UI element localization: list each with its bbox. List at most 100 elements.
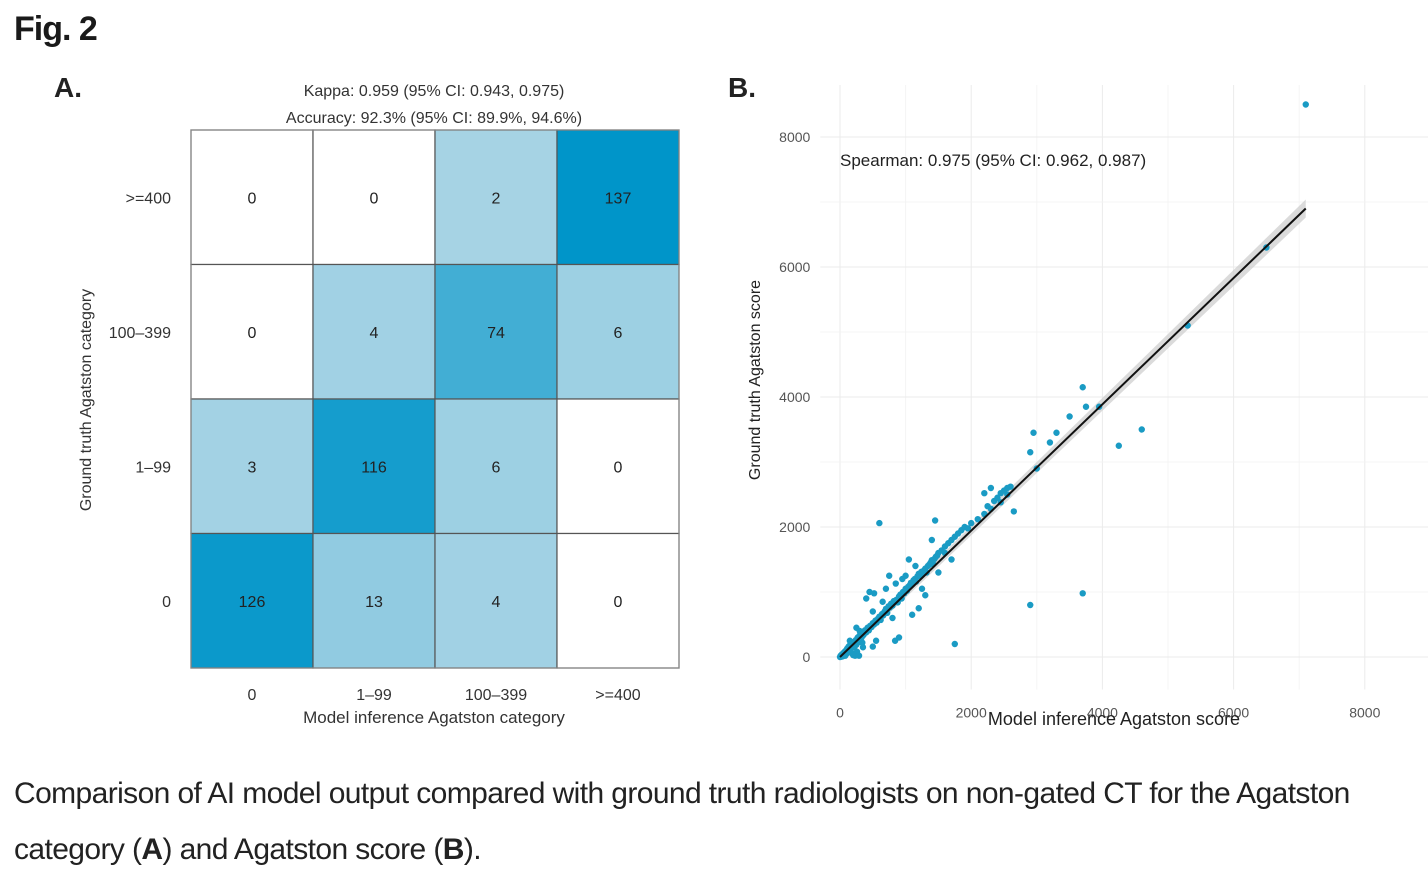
heatmap-cell [434,129,558,266]
y-tick-label: 8000 [779,129,810,145]
heatmap-cell-value: 6 [492,459,501,476]
heatmap-cell [434,398,558,535]
heatmap-cell-value: 0 [248,325,257,342]
heatmap-x-tick-label: 1–99 [356,687,392,704]
scatter-point [872,637,880,644]
heatmap-y-tick-label: >=400 [126,190,171,207]
heatmap-cell [556,263,680,400]
heatmap-cell [312,398,436,535]
scatter-point [1046,439,1054,446]
heatmap-x-tick-label: 0 [248,687,257,704]
heatmap-cell [556,398,680,535]
regression-line [839,207,1307,658]
heatmap-cell-value: 2 [492,190,501,207]
heatmap-y-tick-label: 1–99 [135,459,171,476]
scatter-point [922,592,929,599]
scatter-point [1079,590,1086,597]
scatter-point [859,644,867,651]
scatter-point [853,624,860,631]
scatter-point [931,517,939,524]
heatmap-cell-value: 3 [248,459,257,476]
scatter-point [892,580,899,587]
scatter-point [1138,426,1145,433]
heatmap-cell-value: 4 [492,594,501,611]
scatter-point [964,525,972,532]
scatter-point [889,614,896,622]
scatter-x-axis-label: Model inference Agatston score [988,709,1240,729]
heatmap-cell-value: 126 [239,594,266,611]
scatter-point [1004,484,1011,492]
scatter-point [1082,403,1090,410]
scatter-point [1030,429,1037,436]
panel-label-a: A. [54,72,82,103]
heatmap-cell-value: 74 [487,325,505,342]
caption-part: A [141,833,163,866]
scatter-point [951,640,958,648]
scatter-point [1027,601,1034,609]
scatter-point [869,643,876,650]
scatter-point [846,637,854,644]
x-tick-label: 8000 [1349,705,1380,721]
scatter-point [1027,449,1034,456]
scatter-y-axis-label: Ground truth Agatston score [747,280,764,480]
scatter-point [895,634,903,641]
scatter-point [928,536,936,544]
accuracy-text: Accuracy: 92.3% (95% CI: 89.9%, 94.6%) [286,110,582,127]
scatter-point [876,519,883,527]
heatmap-y-axis-label: Ground truth Agatston category [78,289,95,511]
scatter-point [1066,413,1073,420]
heatmap-cell [190,532,314,669]
heatmap-cell-value: 0 [248,190,257,207]
scatter-point [905,556,913,563]
heatmap-y-tick-label: 0 [162,594,171,611]
scatter-point [981,490,988,497]
y-tick-label: 4000 [779,389,810,405]
scatter-point [974,516,981,523]
scatter-point [908,611,916,618]
scatter-point [879,598,886,605]
agatston-score-scatter: 0 2000 4000 6000 8000 0 2000 4000 6000 8000 Spea… [747,85,1428,729]
scatter-point [870,590,878,597]
scatter-point [968,519,975,527]
caption-part: ) and Agatston score ( [162,833,443,866]
heatmap-cell-value: 4 [370,325,379,342]
heatmap-cell-value: 6 [614,325,623,342]
heatmap-cell-value: 13 [365,594,383,611]
scatter-point [1115,442,1122,449]
scatter-point [855,652,863,659]
spearman-annotation: Spearman: 0.975 (95% CI: 0.962, 0.987) [840,151,1146,170]
heatmap-x-tick-label: 100–399 [465,687,527,704]
figure-title: Fig. 2 [14,10,98,48]
scatter-point [987,484,995,492]
heatmap-x-tick-label: >=400 [595,687,640,704]
heatmap-cell [312,532,436,669]
confusion-matrix-chart: Kappa: 0.959 (95% CI: 0.943, 0.975) Accu… [78,83,680,727]
scatter-point [948,556,955,563]
x-tick-label: 6000 [1218,705,1249,721]
caption-part: Comparison of AI model output compared w… [14,777,1350,866]
heatmap-frame [190,129,680,669]
scatter-point [918,585,926,592]
heatmap-cell-value: 116 [361,459,387,476]
scatter-point [1010,508,1018,515]
heatmap-cell-value: 137 [605,190,632,207]
caption-part: B [442,833,465,866]
scatter-point [869,608,876,615]
scatter-point [886,572,893,579]
heatmap-y-tick-label: 100–399 [109,325,171,342]
heatmap-cell-value: 0 [614,594,623,611]
heatmap-cell-value: 0 [370,190,379,207]
scatter-point [899,575,906,583]
scatter-point [912,562,919,570]
heatmap-x-axis-label: Model inference Agatston category [303,708,565,727]
scatter-point [1079,384,1086,391]
scatter-point [994,494,1001,501]
caption-part: ). [463,833,482,866]
scatter-point [1302,101,1309,108]
heatmap-cell [434,263,558,400]
scatter-point [915,605,922,612]
heatmap-cell [312,263,436,400]
scatter-point [863,595,870,602]
heatmap-cell [190,263,314,400]
heatmap-cell-value: 0 [614,459,623,476]
